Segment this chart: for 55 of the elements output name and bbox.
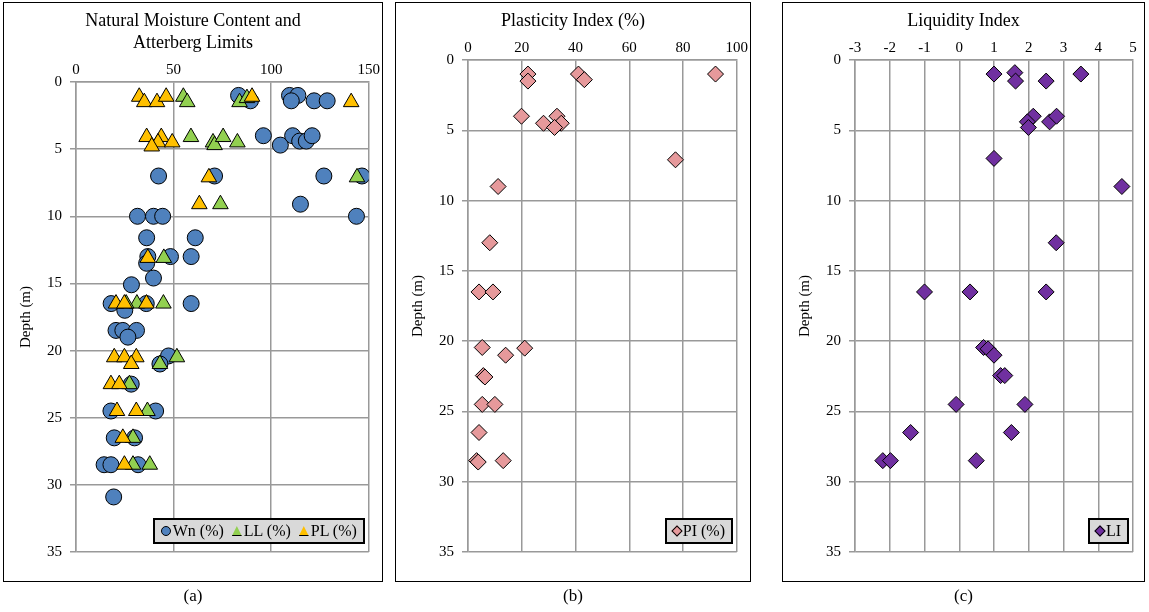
chart-title: Natural Moisture Content and Atterberg Limits (84, 9, 302, 53)
x-tick-label: 150 (357, 60, 380, 77)
y-tick-label: 35 (439, 542, 454, 559)
y-tick-label: 35 (826, 542, 841, 559)
y-tick-label: 30 (439, 472, 454, 489)
legend-label: LI (1106, 522, 1122, 540)
x-tick-label: -2 (883, 38, 896, 55)
x-tick-label: 100 (725, 38, 748, 55)
text: (b) (562, 586, 584, 606)
y-tick-label: 10 (47, 207, 62, 224)
y-tick-label: 10 (439, 191, 454, 208)
y-tick-label: 20 (439, 332, 454, 349)
y-tick-label: 25 (439, 402, 454, 419)
text: (a) (182, 586, 204, 606)
y-tick-label: 5 (833, 121, 841, 138)
y-tick-label: 25 (826, 402, 841, 419)
x-tick-label: 0 (955, 38, 963, 55)
y-tick-label: 30 (47, 475, 62, 492)
y-axis-title: Depth (m) (795, 274, 813, 338)
x-tick-label: 0 (72, 60, 80, 77)
y-tick-label: 30 (826, 472, 841, 489)
x-tick-label: 100 (259, 60, 283, 77)
y-tick-label: 5 (54, 140, 62, 157)
x-tick-label: 2 (1025, 38, 1033, 55)
y-tick-label: 20 (826, 332, 841, 349)
y-tick-label: 0 (54, 72, 62, 89)
x-tick-label: 40 (568, 38, 583, 55)
y-tick-label: 15 (439, 261, 454, 278)
x-tick-label: 60 (621, 38, 637, 55)
y-axis-title: Depth (m) (16, 285, 34, 349)
x-tick-label: -3 (848, 38, 862, 55)
y-tick-label: 10 (826, 191, 841, 208)
chart-title: Plasticity Index (%) (500, 9, 646, 31)
y-tick-label: 15 (47, 274, 62, 291)
y-tick-label: 5 (446, 121, 454, 138)
chart-title: Liquidity Index (906, 9, 1021, 31)
legend-label: LL (%) (243, 522, 291, 540)
x-tick-label: 5 (1129, 38, 1137, 55)
x-tick-label: 1 (990, 38, 998, 55)
y-tick-label: 20 (47, 341, 62, 358)
x-tick-label: 50 (166, 60, 182, 77)
x-tick-label: 20 (514, 38, 530, 55)
legend-label: PL (%) (310, 522, 357, 540)
y-axis-title: Depth (m) (408, 274, 426, 338)
text: (c) (953, 586, 974, 606)
legend-label: PI (%) (682, 522, 725, 540)
y-tick-label: 35 (47, 542, 62, 559)
x-tick-label: 3 (1059, 38, 1068, 55)
x-tick-label: 4 (1094, 38, 1103, 55)
x-tick-label: 80 (675, 38, 691, 55)
y-tick-label: 15 (826, 261, 841, 278)
legend-label: Wn (%) (172, 522, 224, 540)
y-tick-label: 25 (47, 408, 62, 425)
x-tick-label: -1 (918, 38, 931, 55)
x-tick-label: 0 (464, 38, 472, 55)
